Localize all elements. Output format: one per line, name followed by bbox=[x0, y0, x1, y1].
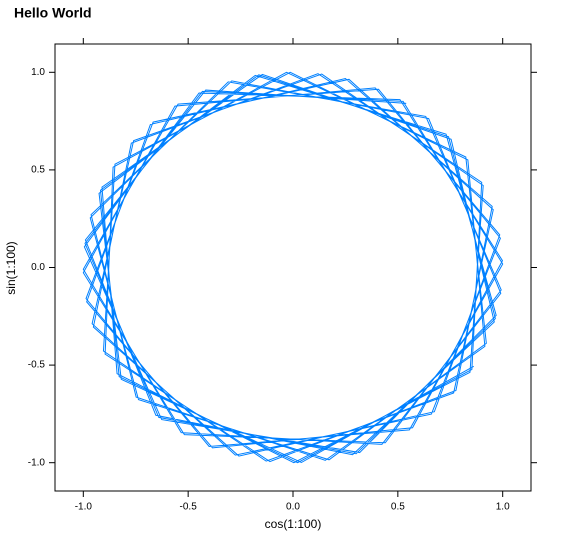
panel-border bbox=[54, 43, 532, 492]
y-tick-label: -0.5 bbox=[28, 360, 46, 371]
data-line bbox=[82, 71, 504, 464]
x-axis-label: cos(1:100) bbox=[265, 517, 322, 531]
y-axis-label: sin(1:100) bbox=[4, 241, 18, 294]
x-tick-label: 1.0 bbox=[496, 502, 510, 513]
y-tick-label: 0.0 bbox=[31, 262, 45, 273]
x-tick-label: -0.5 bbox=[180, 502, 198, 513]
x-tick-label: 0.5 bbox=[391, 502, 405, 513]
y-tick-label: 1.0 bbox=[31, 67, 45, 78]
x-tick-label: 0.0 bbox=[286, 502, 300, 513]
chart-title: Hello World bbox=[14, 5, 92, 21]
y-tick-label: 0.5 bbox=[31, 165, 45, 176]
y-tick-label: -1.0 bbox=[28, 457, 46, 468]
x-tick-label: -1.0 bbox=[75, 502, 93, 513]
